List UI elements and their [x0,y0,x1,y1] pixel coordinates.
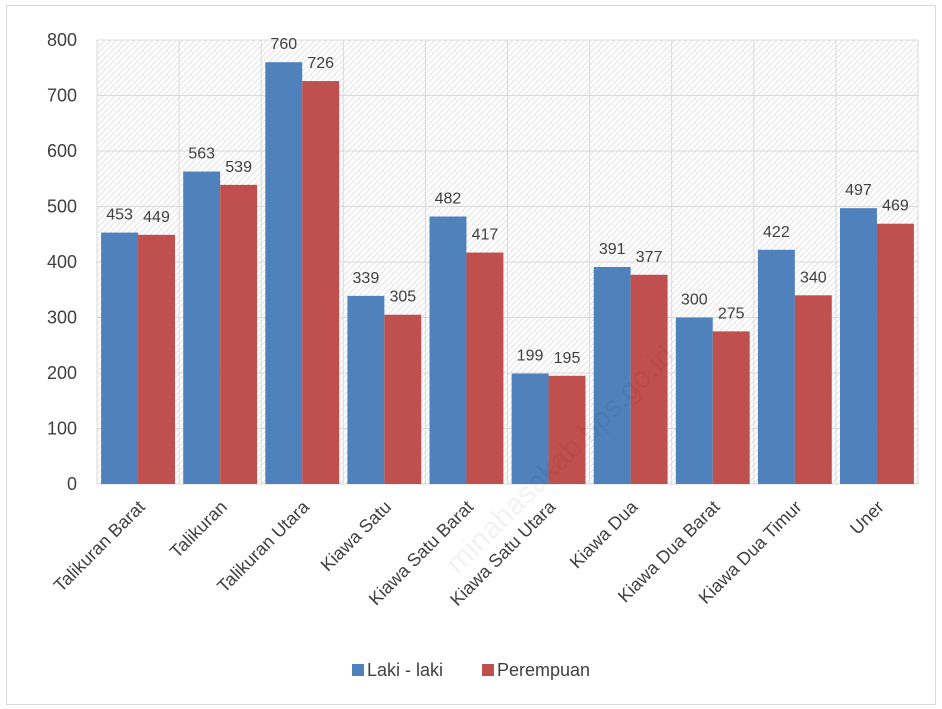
bar-perempuan [138,234,175,484]
y-tick-label: 0 [67,474,77,494]
data-label: 482 [435,190,462,207]
legend-label: Perempuan [497,660,590,680]
chart-frame: 453 449 563 539 760 726 339 305 482 417 199 195 391 3… [6,5,936,705]
bar-laki-laki [183,171,221,484]
x-tick-label: Talikuran Barat [50,497,149,596]
y-tick-label: 600 [47,141,77,161]
bar-laki-laki [347,295,385,484]
data-label: 760 [270,36,297,53]
bar-laki-laki [675,317,713,484]
data-label: 726 [307,55,334,72]
bar-laki-laki [265,62,303,484]
bar-perempuan [548,375,586,484]
data-label: 417 [472,227,499,244]
bar-laki-laki [429,216,467,485]
bar-perempuan [630,274,668,484]
data-label: 453 [106,207,133,224]
legend-swatch [352,664,364,676]
data-label: 377 [636,249,663,266]
y-tick-label: 200 [47,363,77,383]
x-tick-label: Kiawa Dua [566,496,642,572]
x-tick-label: Uner [846,497,888,539]
bar-laki-laki [101,232,139,484]
bar-perempuan [384,314,422,484]
bar-perempuan [794,295,832,484]
bar-perempuan [876,223,914,484]
data-label: 497 [845,182,872,199]
bar-perempuan [220,184,258,485]
bar-laki-laki [511,373,549,484]
data-label: 195 [554,350,581,367]
bar-perempuan [466,252,504,484]
bar-laki-laki [757,249,795,484]
bar-laki-laki [593,266,631,484]
data-label: 422 [763,224,790,241]
data-label: 339 [353,270,380,287]
y-tick-label: 400 [47,252,77,272]
legend-swatch [482,664,494,676]
data-label: 391 [599,241,626,258]
x-tick-label: Kiawa Satu [317,497,396,576]
y-tick-label: 300 [47,308,77,328]
bar-laki-laki [840,208,877,485]
data-label: 539 [225,159,252,176]
data-label: 275 [718,305,745,322]
y-tick-label: 100 [47,419,77,439]
bar-perempuan [712,331,750,484]
data-label: 300 [681,292,708,309]
y-tick-label: 500 [47,197,77,217]
y-tick-label: 800 [47,30,77,50]
data-label: 199 [517,348,544,365]
y-tick-label: 700 [47,86,77,106]
data-label: 305 [389,289,416,306]
x-tick-label: Talikuran [166,497,231,562]
bar-chart: 453 449 563 539 760 726 339 305 482 417 199 195 391 3… [47,30,919,680]
bar-perempuan [302,81,340,484]
data-label: 563 [188,146,215,163]
data-label: 340 [800,269,827,286]
data-label: 449 [143,209,170,226]
legend-label: Laki - laki [367,660,443,680]
data-label: 469 [882,198,909,215]
